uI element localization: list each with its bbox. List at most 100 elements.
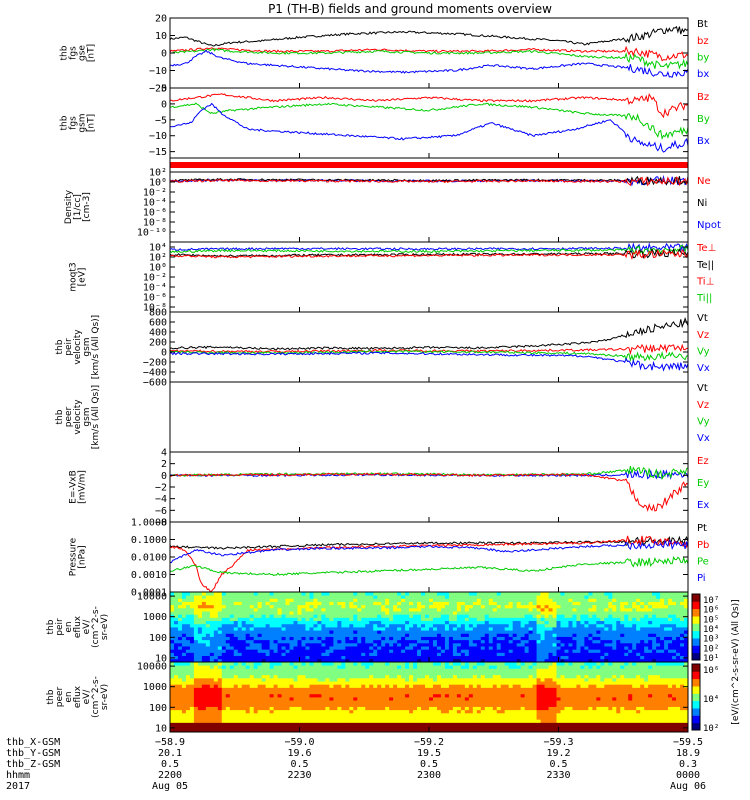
heat-cell (413, 598, 418, 602)
heat-cell (189, 620, 195, 625)
heat-cell (353, 709, 358, 714)
heat-cell (337, 601, 342, 606)
heat-cell (305, 693, 310, 698)
heat-cell (357, 598, 362, 602)
heat-cell (325, 614, 330, 618)
heat-cell (456, 693, 462, 698)
heat-cell (488, 677, 494, 682)
heat-cell (341, 627, 346, 631)
heat-cell (329, 630, 334, 634)
heat-cell (253, 668, 259, 672)
heat-cell (492, 604, 498, 609)
heat-cell (241, 728, 247, 733)
heat-cell (237, 709, 243, 714)
heat-cell (429, 703, 434, 707)
heat-cell (440, 728, 446, 733)
heat-cell (452, 598, 458, 602)
heat-cell (189, 725, 195, 730)
heat-cell (632, 592, 637, 596)
heat-cell (237, 604, 243, 609)
heat-cell (241, 700, 247, 704)
heat-cell (456, 725, 462, 730)
heat-cell (349, 719, 354, 723)
heat-cell (588, 598, 593, 602)
heat-cell (488, 671, 494, 676)
heat-cell (680, 655, 685, 660)
heat-cell (245, 728, 251, 733)
heat-cell (397, 674, 402, 679)
heat-cell (425, 639, 430, 644)
heat-cell (281, 604, 286, 609)
heat-cell (648, 617, 653, 622)
heat-cell (273, 665, 278, 669)
heat-cell (381, 671, 386, 676)
heat-cell (309, 592, 314, 596)
heat-cell (421, 658, 426, 663)
heat-cell (213, 706, 219, 711)
heat-cell (253, 725, 259, 730)
heat-cell (668, 607, 673, 612)
heat-cell (488, 700, 494, 704)
heat-cell (321, 614, 326, 618)
heat-cell (468, 630, 474, 634)
heat-cell (173, 614, 179, 618)
heat-cell (249, 671, 255, 676)
heat-cell (632, 598, 637, 602)
heat-cell (225, 617, 231, 622)
heat-cell (660, 652, 665, 657)
heat-cell (624, 617, 629, 622)
heat-cell (456, 662, 462, 666)
heat-cell (429, 633, 434, 637)
heat-cell (353, 728, 358, 733)
heat-cell (225, 630, 231, 634)
heat-cell (644, 623, 649, 628)
heat-cell (273, 719, 278, 723)
heat-cell (249, 709, 255, 714)
heat-cell (257, 681, 263, 685)
heat-cell (425, 636, 430, 641)
heat-cell (277, 620, 282, 625)
heat-cell (217, 592, 223, 596)
heat-cell (337, 646, 342, 650)
heat-cell (209, 684, 215, 688)
heat-cell (233, 700, 239, 704)
heat-cell (297, 662, 302, 666)
heat-cell (301, 658, 306, 663)
heat-cell (440, 719, 446, 723)
heat-cell (548, 630, 553, 634)
heat-cell (496, 617, 502, 622)
heat-cell (664, 617, 669, 622)
heat-cell (261, 652, 267, 657)
heat-cell (321, 668, 326, 672)
heat-cell (261, 646, 267, 650)
heat-cell (341, 728, 346, 733)
heat-cell (464, 674, 470, 679)
heat-cell (365, 709, 370, 714)
heat-cell (277, 684, 282, 688)
heat-cell (277, 658, 282, 663)
heat-cell (189, 604, 195, 609)
heat-cell (456, 712, 462, 717)
heat-cell (209, 633, 215, 637)
heat-cell (369, 595, 374, 599)
heat-cell (504, 627, 510, 631)
heat-cell (377, 662, 382, 666)
heat-cell (289, 639, 294, 644)
heat-cell (456, 601, 462, 606)
heat-cell (540, 617, 545, 622)
heat-cell (492, 598, 498, 602)
heat-cell (173, 655, 179, 660)
heat-cell (341, 719, 346, 723)
heat-cell (173, 617, 179, 622)
heat-cell (237, 595, 243, 599)
heat-cell (249, 665, 255, 669)
heat-cell (544, 642, 549, 647)
heat-cell (440, 687, 446, 692)
heat-cell (281, 592, 286, 596)
heat-cell (365, 627, 370, 631)
heat-cell (409, 630, 414, 634)
heat-cell (564, 592, 569, 596)
heat-cell (177, 671, 183, 676)
heat-cell (209, 607, 215, 612)
heat-cell (170, 630, 175, 634)
